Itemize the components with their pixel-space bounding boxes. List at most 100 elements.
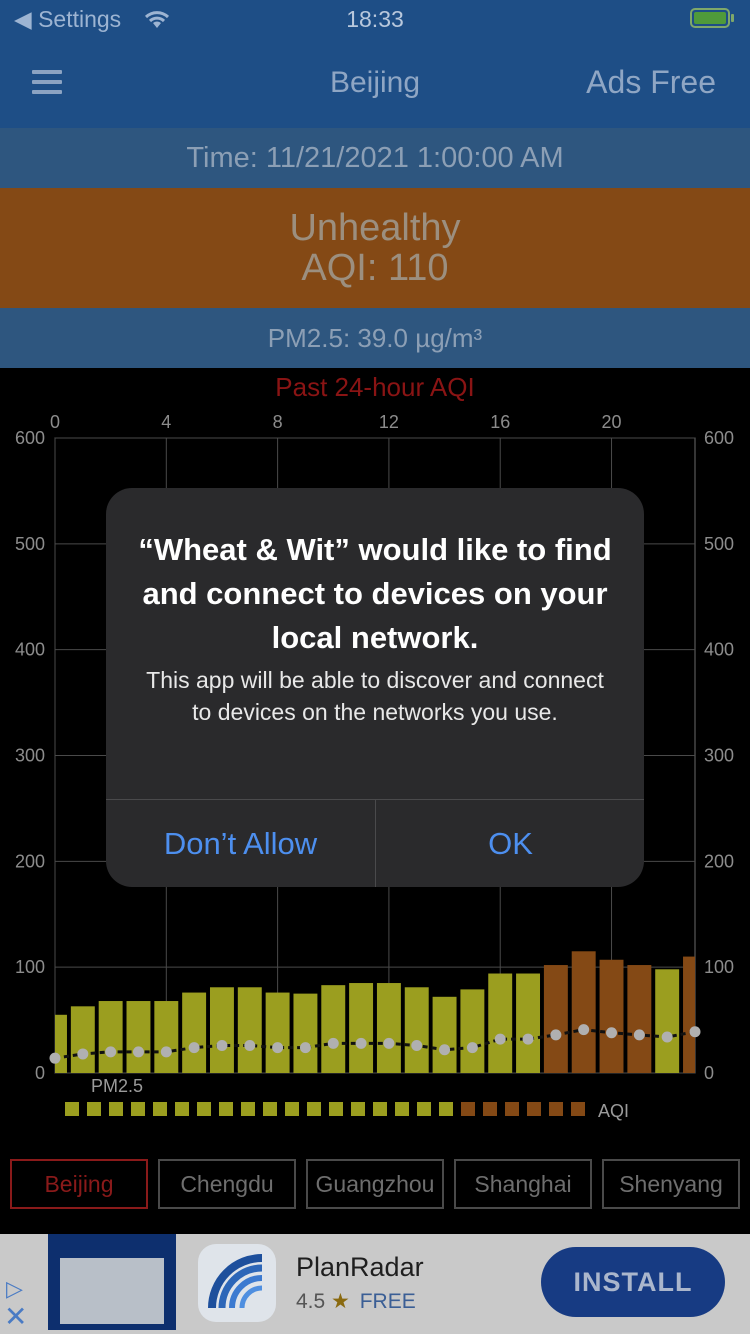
y-tick-label-left: 400 <box>15 640 45 660</box>
aqi-bar <box>293 993 318 1073</box>
legend-aqi-square <box>439 1102 453 1116</box>
pm25-point <box>383 1037 395 1049</box>
pm25-point <box>661 1031 673 1043</box>
y-tick-label-left: 100 <box>15 957 45 977</box>
y-tick-label-left: 500 <box>15 534 45 554</box>
status-time: 18:33 <box>346 6 404 32</box>
chart-title: Past 24-hour AQI <box>275 372 475 402</box>
legend-aqi-square <box>241 1102 255 1116</box>
y-tick-label-right: 600 <box>704 428 734 448</box>
legend-aqi-square <box>549 1102 563 1116</box>
pm25-point <box>550 1029 562 1041</box>
legend-aqi-square <box>527 1102 541 1116</box>
legend-aqi-square <box>263 1102 277 1116</box>
legend-aqi-square <box>505 1102 519 1116</box>
aqi-bar <box>265 992 290 1073</box>
aqi-bar <box>55 1014 67 1073</box>
pm25-point <box>633 1029 645 1041</box>
pm25-point <box>327 1037 339 1049</box>
aqi-chart: 600 600 500 500 400 400 300 300 200 200 100 100 0 0 0 4… <box>15 412 734 1121</box>
city-tab-shenyang[interactable]: Shenyang <box>602 1159 740 1209</box>
aqi-bar <box>209 987 234 1073</box>
legend-aqi-square <box>483 1102 497 1116</box>
install-button[interactable]: INSTALL <box>541 1247 725 1317</box>
aqi-level-banner: Unhealthy AQI: 110 <box>0 188 750 308</box>
pm25-point <box>105 1046 117 1058</box>
legend-aqi-square <box>351 1102 365 1116</box>
aqi-bar <box>571 951 596 1073</box>
battery-icon <box>690 8 730 28</box>
alert-message: This app will be able to discover and co… <box>146 667 604 725</box>
pm25-point <box>355 1037 367 1049</box>
ad-close-icon[interactable]: ✕ <box>4 1301 28 1332</box>
aqi-bar <box>349 983 374 1073</box>
pm25-point <box>439 1044 451 1056</box>
legend-aqi-label: AQI <box>598 1101 629 1121</box>
price-label: FREE <box>359 1290 416 1313</box>
y-tick-label-right: 200 <box>704 851 734 871</box>
city-tab-guangzhou[interactable]: Guangzhou <box>306 1159 444 1209</box>
legend-aqi-square <box>329 1102 343 1116</box>
city-tab-beijing[interactable]: Beijing <box>10 1159 148 1209</box>
city-tab-chengdu[interactable]: Chengdu <box>158 1159 296 1209</box>
aqi-bar <box>432 996 457 1073</box>
wifi-icon <box>144 11 170 28</box>
pm25-reading: PM2.5: 39.0 µg/m³ <box>0 308 750 368</box>
x-tick-label: 0 <box>50 412 60 432</box>
legend-aqi-square <box>571 1102 585 1116</box>
y-tick-label-left: 200 <box>15 851 45 871</box>
legend-aqi-square <box>131 1102 145 1116</box>
planradar-logo-icon <box>198 1244 276 1322</box>
ads-free-button[interactable]: Ads Free <box>586 64 716 100</box>
page-title: Beijing <box>329 66 421 99</box>
x-tick-label: 12 <box>379 412 399 432</box>
y-tick-label-left: 300 <box>15 746 45 766</box>
aqi-bar <box>154 1001 179 1073</box>
pm25-point <box>216 1039 228 1051</box>
legend-aqi-square <box>175 1102 189 1116</box>
star-icon: ★ <box>331 1290 350 1313</box>
aqi-bar <box>460 989 485 1073</box>
alert-button-divider <box>375 800 376 887</box>
aqi-bar <box>683 956 695 1073</box>
legend-aqi-square <box>87 1102 101 1116</box>
x-tick-label: 8 <box>273 412 283 432</box>
y-tick-label-right: 0 <box>704 1063 714 1083</box>
y-tick-label-left: 600 <box>15 428 45 448</box>
ok-button[interactable]: OK <box>488 826 533 861</box>
pm25-line <box>54 1028 696 1060</box>
back-to-settings-link[interactable]: ◀ Settings <box>14 6 122 32</box>
pm25-point <box>77 1048 89 1060</box>
aqi-bar <box>655 969 680 1073</box>
aqi-bar <box>237 987 262 1073</box>
aqi-bar <box>321 985 346 1073</box>
aqi-bar <box>376 983 401 1073</box>
ad-app-name: PlanRadar <box>296 1252 424 1282</box>
legend-aqi-square <box>285 1102 299 1116</box>
legend-aqi-square <box>197 1102 211 1116</box>
legend-aqi-square <box>461 1102 475 1116</box>
y-tick-label-right: 300 <box>704 746 734 766</box>
menu-icon[interactable] <box>32 70 62 94</box>
pm25-point <box>299 1042 311 1054</box>
aqi-bar <box>627 965 652 1073</box>
aqi-bar <box>70 1006 95 1073</box>
pm25-point <box>411 1039 423 1051</box>
y-tick-label-right: 500 <box>704 534 734 554</box>
aqi-bar <box>488 973 513 1073</box>
pm25-point <box>49 1052 61 1064</box>
ad-thumbnail-image <box>60 1258 164 1324</box>
ad-choices-icon[interactable]: ▷ <box>6 1276 23 1301</box>
ad-rating: 4.5 ★ FREE <box>296 1289 416 1314</box>
x-tick-label: 20 <box>602 412 622 432</box>
legend-aqi-square <box>153 1102 167 1116</box>
dont-allow-button[interactable]: Don’t Allow <box>163 826 318 861</box>
pm25-point <box>160 1046 172 1058</box>
pm25-point <box>689 1026 701 1038</box>
city-tab-shanghai[interactable]: Shanghai <box>454 1159 592 1209</box>
y-tick-label-left: 0 <box>35 1063 45 1083</box>
pm25-point <box>188 1042 200 1054</box>
aqi-bar <box>543 965 568 1073</box>
local-network-permission-dialog: “Wheat & Wit” would like to find and con… <box>106 488 644 887</box>
legend-aqi-square <box>109 1102 123 1116</box>
